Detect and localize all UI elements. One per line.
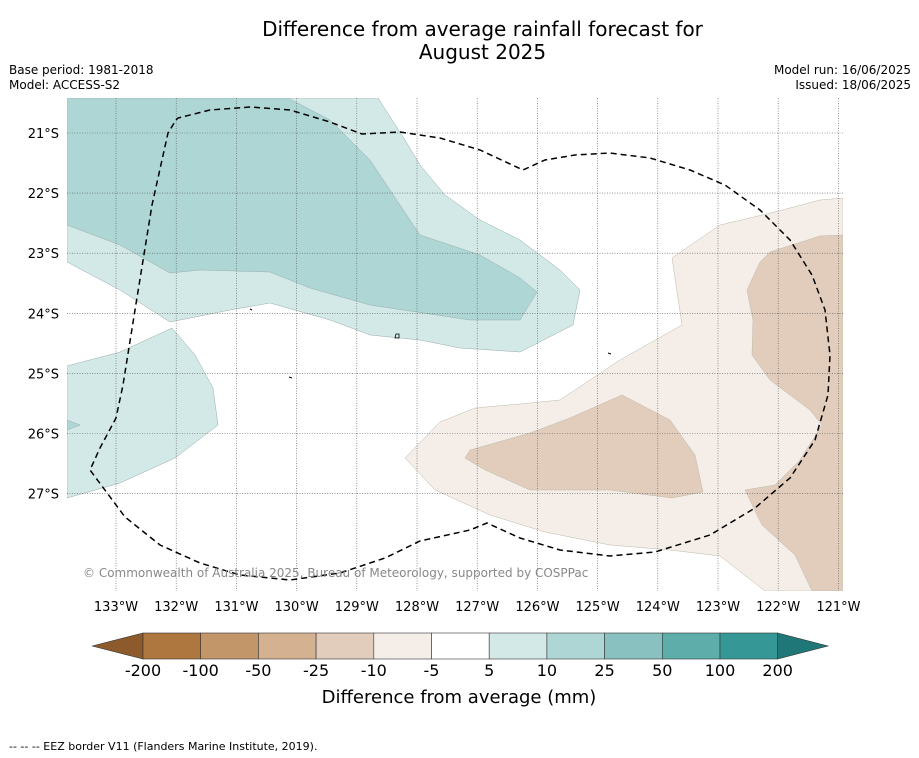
meta-left: Base period: 1981-2018 Model: ACCESS-S2 [9,63,154,93]
speck-2 [288,376,293,379]
colorbar-segment [661,632,721,660]
colorbar-label: -10 [361,661,387,680]
eez-footnote: -- -- -- EEZ border V11 (Flanders Marine… [9,740,318,753]
colorbar-label: -5 [424,661,440,680]
lon-label: 125°W [576,600,620,615]
lon-label: 126°W [515,600,559,615]
colorbar-label: -200 [125,661,161,680]
contour-tan-south [464,394,704,499]
lon-label: 128°W [395,600,439,615]
rainfall-anomaly-contours [67,98,843,591]
eez-border-line [89,106,831,581]
colorbar-segment [719,632,779,660]
colorbar-segment [142,632,202,660]
copyright-notice: © Commonwealth of Australia 2025, Bureau… [83,566,588,580]
contour-tan-east [744,234,843,591]
colorbar-label: -50 [245,661,271,680]
colorbar-segment [431,632,490,660]
contour-teal-small [67,419,81,431]
speck-3 [249,308,253,311]
colorbar-extend-low [91,632,144,660]
lon-label: 121°W [816,600,860,615]
lon-label: 129°W [335,600,379,615]
forecast-map: 21°S22°S23°S24°S25°S26°S27°S 133°W 132°W 1… [28,98,861,708]
colorbar-segment [604,632,663,660]
colorbar-label: -25 [303,661,329,680]
lon-label: 130°W [275,600,319,615]
lat-label: 22°S [28,187,59,202]
lon-label: 122°W [756,600,800,615]
colorbar-label: 200 [762,661,793,680]
lat-label: 25°S [28,367,59,382]
contour-light-tan-east [404,197,843,591]
lon-label: 132°W [154,600,198,615]
lat-label: 23°S [28,247,59,262]
colorbar-segment [200,632,259,660]
colorbar-label: 100 [705,661,736,680]
longitude-labels: 133°W 132°W 131°W 130°W 129°W 128°W 127°W 126°W… [94,600,861,615]
colorbar-segment [258,632,317,660]
colorbar-segment [315,632,375,660]
lat-label: 27°S [28,488,59,503]
contour-teal [67,98,538,321]
issued-date: Issued: 18/06/2025 [795,78,911,92]
lat-label: 24°S [28,307,59,322]
colorbar-label: 10 [537,661,557,680]
colorbar-label: 5 [484,661,494,680]
title-line-1: Difference from average rainfall forecas… [262,17,703,41]
colorbar-label: 25 [594,661,614,680]
model-run: Model run: 16/06/2025 [773,63,911,77]
lat-label: 26°S [28,428,59,443]
eez-border [89,106,831,581]
lon-label: 123°W [696,600,740,615]
colorbar-title: Difference from average (mm) [322,687,597,708]
base-period: Base period: 1981-2018 [9,63,154,77]
colorbar-segment [546,632,605,660]
colorbar-label: -100 [183,661,219,680]
colorbar-label: 50 [652,661,672,680]
contour-light-teal-west [67,327,219,499]
lat-label: 21°S [28,127,59,142]
model-name: Model: ACCESS-S2 [9,78,121,92]
colorbar-segment [373,632,432,660]
speck-4 [607,352,612,355]
colorbar-labels: -200 -100 -50 -25 -10 -5 5 10 25 50 100 200 [125,661,793,680]
colorbar-segment [488,632,548,660]
meta-right: Model run: 16/06/2025 Issued: 18/06/2025 [774,63,911,93]
lon-label: 131°W [214,600,258,615]
latitude-gridlines [67,132,843,494]
title-line-2: August 2025 [418,40,547,64]
latitude-labels: 21°S 22°S 23°S 24°S 25°S 26°S 27°S [28,127,59,503]
colorbar [91,632,830,660]
lon-label: 133°W [94,600,138,615]
lon-label: 127°W [455,600,499,615]
lon-label: 124°W [636,600,680,615]
colorbar-extend-high [777,632,830,660]
map-title: Difference from average rainfall forecas… [0,18,919,64]
longitude-gridlines [115,98,839,591]
speck-1 [394,333,400,339]
